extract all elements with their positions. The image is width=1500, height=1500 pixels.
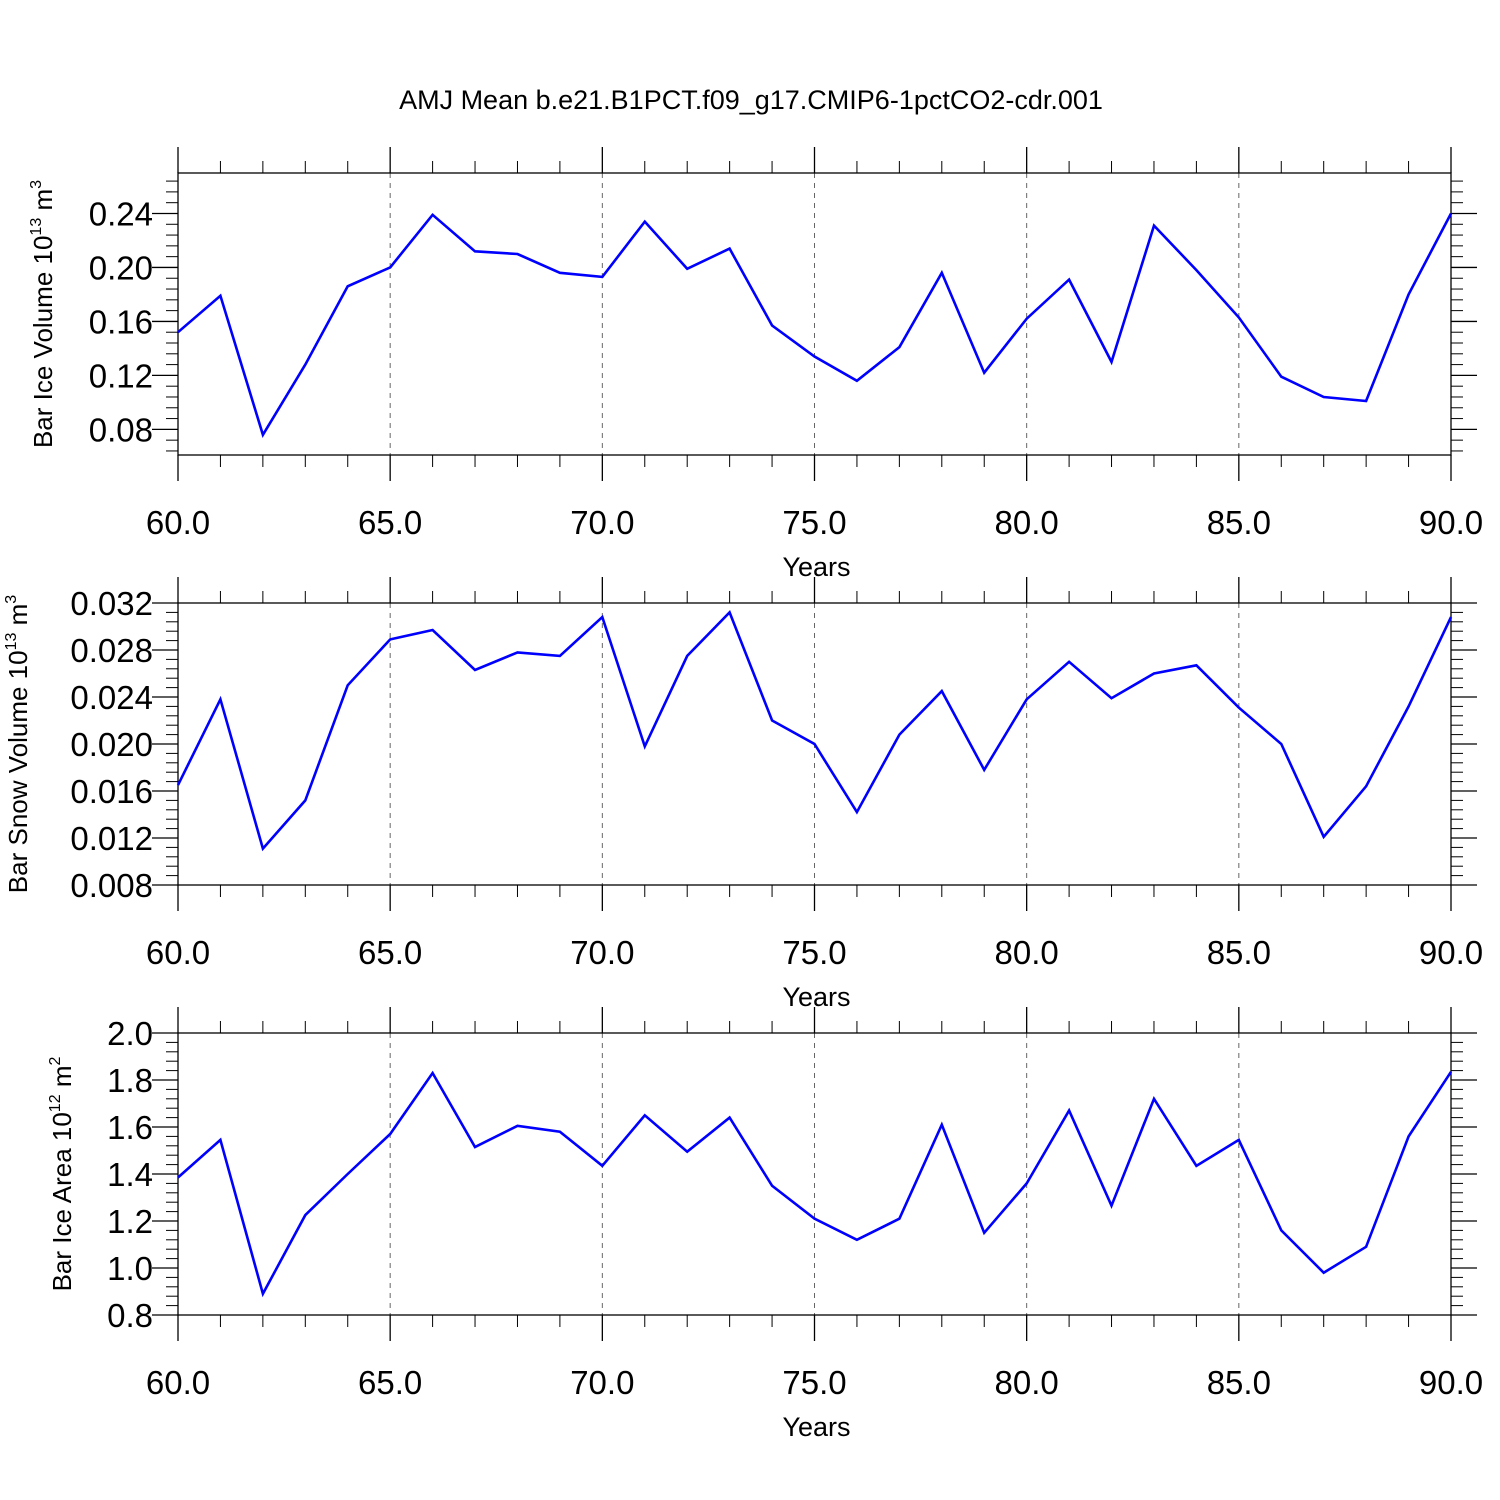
x-tick-label: 70.0 (570, 1364, 634, 1401)
x-tick-label: 65.0 (358, 1364, 422, 1401)
y-tick-label: 0.008 (70, 867, 153, 904)
y-tick-label: 0.020 (70, 726, 153, 763)
panel-2: 60.0 65.0 70.0 75.0 80.0 85.0 90.0 0.008 0.012 0.… (3, 577, 1483, 1012)
panel-1: 60.0 65.0 70.0 75.0 80.0 85.0 90.0 0.08 0.12 0.16… (28, 147, 1483, 582)
x-tick-label: 70.0 (570, 934, 634, 971)
x-tick-label: 65.0 (358, 934, 422, 971)
y-tick-label: 0.24 (89, 195, 153, 232)
y-tick-label: 0.20 (89, 249, 153, 286)
x-tick-label: 75.0 (782, 504, 846, 541)
figure-title: AMJ Mean b.e21.B1PCT.f09_g17.CMIP6-1pctC… (399, 85, 1103, 115)
y-tick-label: 1.4 (107, 1156, 153, 1193)
x-tick-label: 80.0 (995, 934, 1059, 971)
y-tick-label: 1.6 (107, 1109, 153, 1146)
x-axis-title: Years (782, 552, 850, 582)
y-tick-label: 1.8 (107, 1062, 153, 1099)
y-tick-label: 0.016 (70, 773, 153, 810)
y-tick-label: 0.012 (70, 820, 153, 857)
y-tick-label: 0.16 (89, 303, 153, 340)
x-tick-label: 90.0 (1419, 504, 1483, 541)
y-tick-label: 2.0 (107, 1015, 153, 1052)
x-tick-label: 60.0 (146, 504, 210, 541)
x-tick-label: 75.0 (782, 1364, 846, 1401)
x-tick-label: 85.0 (1207, 504, 1271, 541)
series-line (176, 610, 1453, 852)
x-tick-label: 60.0 (146, 1364, 210, 1401)
x-tick-label: 85.0 (1207, 1364, 1271, 1401)
y-axis-title: Bar Snow Volume 1013 m3 (3, 595, 33, 894)
y-tick-label: 0.032 (70, 585, 153, 622)
panel-3: 60.0 65.0 70.0 75.0 80.0 85.0 90.0 0.8 1.0 1.2 1.4… (47, 1007, 1483, 1442)
y-tick-label: 1.2 (107, 1203, 153, 1240)
y-tick-label: 1.0 (107, 1250, 153, 1287)
series-line (177, 212, 1453, 438)
x-tick-label: 90.0 (1419, 934, 1483, 971)
x-tick-label: 75.0 (782, 934, 846, 971)
y-tick-label: 0.024 (70, 679, 153, 716)
x-axis-title: Years (782, 1412, 850, 1442)
y-axis-title: Bar Ice Volume 1013 m3 (28, 180, 58, 448)
x-tick-label: 85.0 (1207, 934, 1271, 971)
x-tick-label: 90.0 (1419, 1364, 1483, 1401)
x-tick-label: 65.0 (358, 504, 422, 541)
y-tick-label: 0.08 (89, 411, 153, 448)
y-axis-title: Bar Ice Area 1012 m2 (47, 1056, 77, 1291)
y-tick-label: 0.028 (70, 632, 153, 669)
x-tick-label: 80.0 (995, 1364, 1059, 1401)
series-line (177, 1070, 1453, 1298)
panels: 60.0 65.0 70.0 75.0 80.0 85.0 90.0 0.08 0.12 0.16… (3, 147, 1483, 1442)
y-tick-label: 0.12 (89, 357, 153, 394)
x-axis-title: Years (782, 982, 850, 1012)
y-tick-label: 0.8 (107, 1297, 153, 1334)
x-tick-label: 60.0 (146, 934, 210, 971)
x-tick-label: 70.0 (570, 504, 634, 541)
x-tick-label: 80.0 (995, 504, 1059, 541)
